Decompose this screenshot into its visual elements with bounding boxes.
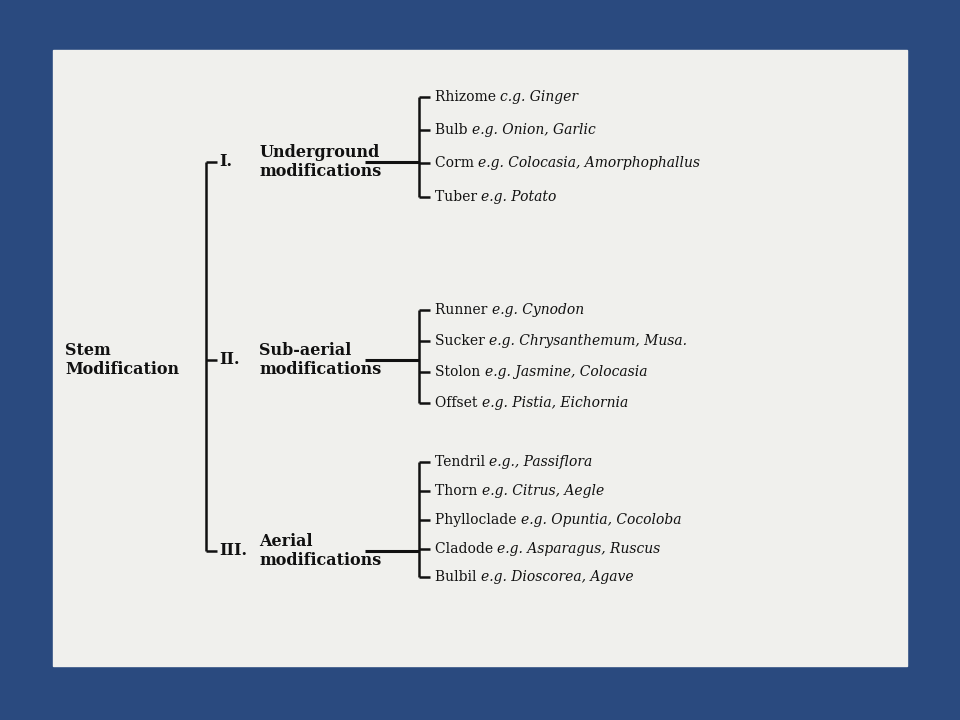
Text: Offset: Offset (435, 396, 482, 410)
Text: c.g. Ginger: c.g. Ginger (500, 90, 578, 104)
Text: Stolon: Stolon (435, 365, 485, 379)
Text: e.g. Asparagus, Ruscus: e.g. Asparagus, Ruscus (497, 541, 660, 556)
Text: II.: II. (219, 351, 239, 369)
Text: Runner: Runner (435, 302, 492, 317)
Text: Rhizome: Rhizome (435, 90, 500, 104)
Text: Bulbil: Bulbil (435, 570, 481, 585)
Text: Underground
modifications: Underground modifications (259, 144, 381, 180)
Text: Phylloclade: Phylloclade (435, 513, 520, 527)
Text: Aerial
modifications: Aerial modifications (259, 533, 381, 569)
Text: Corm: Corm (435, 156, 478, 171)
Text: e.g. Pistia, Eichornia: e.g. Pistia, Eichornia (482, 396, 628, 410)
Text: e.g., Passiflora: e.g., Passiflora (490, 455, 592, 469)
Text: e.g. Jasmine, Colocasia: e.g. Jasmine, Colocasia (485, 365, 647, 379)
Text: Stem
Modification: Stem Modification (65, 342, 180, 378)
Text: e.g. Opuntia, Cocoloba: e.g. Opuntia, Cocoloba (520, 513, 682, 527)
Text: Sucker: Sucker (435, 333, 490, 348)
Text: e.g. Chrysanthemum, Musa.: e.g. Chrysanthemum, Musa. (490, 333, 687, 348)
Text: Tuber: Tuber (435, 189, 481, 204)
Text: e.g. Cynodon: e.g. Cynodon (492, 302, 584, 317)
Text: e.g. Citrus, Aegle: e.g. Citrus, Aegle (482, 484, 604, 498)
Text: III.: III. (219, 542, 247, 559)
Text: e.g. Dioscorea, Agave: e.g. Dioscorea, Agave (481, 570, 634, 585)
Text: Cladode: Cladode (435, 541, 497, 556)
Text: e.g. Onion, Garlic: e.g. Onion, Garlic (471, 122, 595, 137)
Text: Thorn: Thorn (435, 484, 482, 498)
Text: Tendril: Tendril (435, 455, 490, 469)
Text: I.: I. (219, 153, 232, 171)
Text: Bulb: Bulb (435, 122, 471, 137)
Text: e.g. Potato: e.g. Potato (481, 189, 557, 204)
Text: Sub-aerial
modifications: Sub-aerial modifications (259, 342, 381, 378)
Text: e.g. Colocasia, Amorphophallus: e.g. Colocasia, Amorphophallus (478, 156, 700, 171)
